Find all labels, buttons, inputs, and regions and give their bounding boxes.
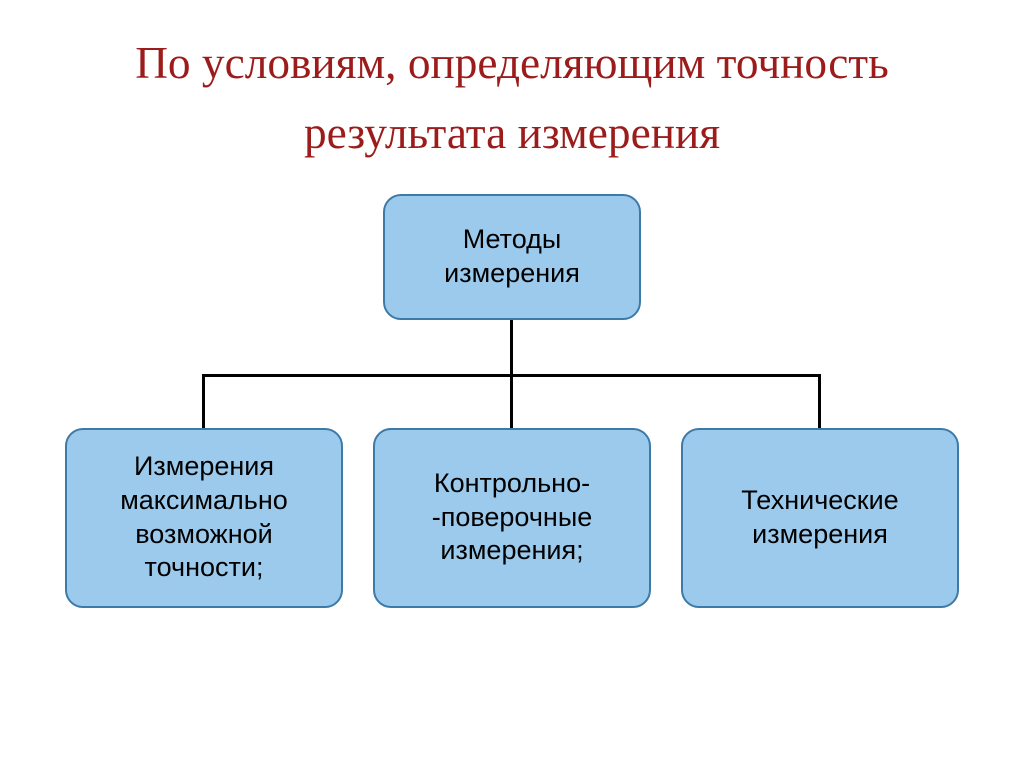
root-node-label: Методы измерения xyxy=(395,223,629,291)
root-node: Методы измерения xyxy=(383,194,641,320)
connector-child-drop-1 xyxy=(510,374,513,428)
child-node-0-label: Измерения максимально возможной точности… xyxy=(77,450,331,585)
title-line-1: По условиям, определяющим точность xyxy=(0,28,1024,98)
slide-title: По условиям, определяющим точность резул… xyxy=(0,0,1024,169)
child-node-0: Измерения максимально возможной точности… xyxy=(65,428,343,608)
child-node-2: Технические измерения xyxy=(681,428,959,608)
connector-root-drop xyxy=(510,320,513,374)
child-node-1-label: Контрольно- -поверочные измерения; xyxy=(385,467,639,568)
tree-diagram: Методы измерения Измерения максимально в… xyxy=(0,194,1024,734)
title-line-2: результата измерения xyxy=(0,98,1024,168)
child-node-2-label: Технические измерения xyxy=(693,484,947,552)
connector-child-drop-2 xyxy=(818,374,821,428)
child-node-1: Контрольно- -поверочные измерения; xyxy=(373,428,651,608)
connector-child-drop-0 xyxy=(202,374,205,428)
